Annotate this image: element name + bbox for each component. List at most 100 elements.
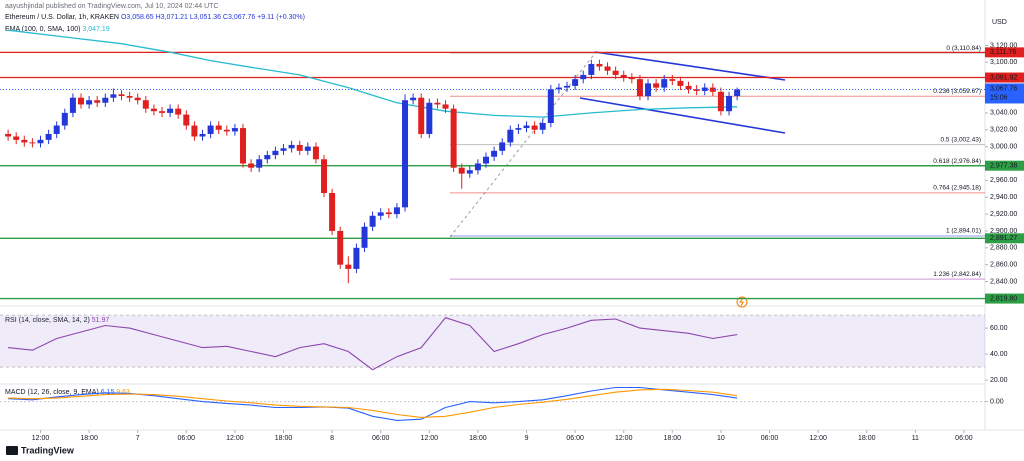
candle-body (150, 108, 157, 112)
candle-body (102, 97, 109, 103)
event-icon-bolt (739, 297, 744, 307)
candle-body (628, 77, 635, 80)
candle-body (393, 207, 400, 215)
candle-body (256, 159, 263, 168)
y-tick-label: 2,880.00 (990, 245, 1017, 252)
x-tick-label: 12:00 (809, 435, 827, 442)
candle-body (669, 79, 676, 81)
candle-body (653, 83, 660, 88)
level-badge (985, 233, 1024, 244)
macd-title: MACD (12, 26, close, 9, EMA) (5, 389, 99, 396)
candle-body (86, 100, 93, 105)
candle-body (620, 74, 627, 78)
candle-body (53, 125, 60, 134)
y-tick-label: 2,900.00 (990, 228, 1017, 235)
candle-body (385, 212, 392, 215)
x-tick-label: 06:00 (761, 435, 779, 442)
candle-body (677, 80, 684, 86)
rsi-band (0, 315, 985, 368)
indicator-line (8, 317, 738, 371)
candle-body (175, 108, 182, 115)
candle-body (61, 112, 68, 126)
candle-body (183, 114, 190, 126)
indicator-line (8, 388, 738, 418)
fib-label: 0 (3,110.84) (946, 45, 981, 52)
candle-body (223, 129, 230, 132)
candle-body (13, 136, 20, 140)
candle-body (483, 156, 490, 164)
x-tick-label: 18:00 (664, 435, 682, 442)
y-tick-label: 2,840.00 (990, 278, 1017, 285)
x-tick-label: 12:00 (226, 435, 244, 442)
candle-body (329, 192, 336, 231)
candle-body (353, 247, 360, 269)
ema-line (8, 29, 738, 118)
x-tick-label: 9 (525, 435, 529, 442)
countdown: 15:06 (990, 94, 1008, 101)
ohlc: O3,058.65 H3,071.21 L3,051.36 C3,067.76 … (121, 14, 305, 21)
candle-body (402, 100, 409, 208)
candle-body (596, 63, 603, 67)
x-tick-label: 06:00 (178, 435, 196, 442)
y-tick-label: 0.00 (990, 398, 1004, 405)
indicator-line (8, 386, 738, 421)
level-badge-label: 2,977.38 (990, 163, 1017, 170)
fib-label: 0.236 (3,059.67) (933, 88, 981, 95)
candle-body (280, 148, 287, 151)
candle-body (474, 163, 481, 171)
candle-body (612, 70, 619, 75)
candle-body (231, 128, 238, 132)
x-tick-label: 06:00 (372, 435, 390, 442)
fib-label: 0.764 (2,945.18) (933, 185, 981, 192)
candle-body (547, 89, 554, 124)
brand: TradingView (21, 445, 75, 455)
candle-body (21, 139, 28, 143)
candle-body (159, 111, 166, 113)
x-tick-label: 18:00 (469, 435, 487, 442)
fib-label: 1.236 (2,842.84) (933, 271, 981, 278)
y-tick-label: 2,920.00 (990, 211, 1017, 218)
y-tick-label: 2,960.00 (990, 177, 1017, 184)
ema-value: 3,047.19 (82, 26, 109, 33)
candle-body (418, 97, 425, 134)
candle-body (636, 79, 643, 97)
candle-body (312, 146, 319, 160)
candle-body (661, 79, 668, 88)
candle-body (94, 100, 101, 103)
candle-body (442, 104, 449, 109)
fib-label: 1 (2,894.01) (946, 228, 981, 235)
candle-body (555, 87, 562, 90)
candle-body (167, 108, 174, 113)
x-tick-label: 8 (330, 435, 334, 442)
candle-body (491, 150, 498, 157)
fib-label: 0.618 (2,976.84) (933, 158, 981, 165)
y-tick-label: 2,940.00 (990, 194, 1017, 201)
candle-body (78, 97, 85, 105)
y-tick-label: 40.00 (990, 351, 1008, 358)
level-badge (985, 47, 1024, 58)
publisher: aayushjindal published on TradingView.co… (5, 3, 219, 10)
candle-body (69, 97, 76, 113)
candle-body (693, 89, 700, 91)
candle-body (248, 163, 255, 168)
symbol-line: Ethereum / U.S. Dollar, 1h, KRAKEN O3,05… (5, 14, 305, 21)
candle-body (126, 96, 133, 98)
candle-body (29, 142, 36, 144)
candle-body (499, 142, 506, 151)
last-price-label: 3,067.76 (990, 85, 1017, 92)
rsi-value: 51.97 (92, 317, 110, 324)
candle-body (345, 264, 352, 269)
candle-body (515, 128, 522, 130)
candle-body (118, 94, 125, 97)
y-tick-label: 3,000.00 (990, 143, 1017, 150)
candle-body (701, 87, 708, 91)
x-tick-label: 18:00 (80, 435, 98, 442)
candle-body (734, 89, 741, 97)
fib-label: 0.5 (3,002.43) (941, 136, 981, 143)
rsi-legend: RSI (14, close, SMA, 14, 2) 51.97 (5, 317, 109, 324)
candle-body (580, 74, 587, 80)
footer: TradingView (6, 445, 75, 455)
candle-body (458, 167, 465, 174)
